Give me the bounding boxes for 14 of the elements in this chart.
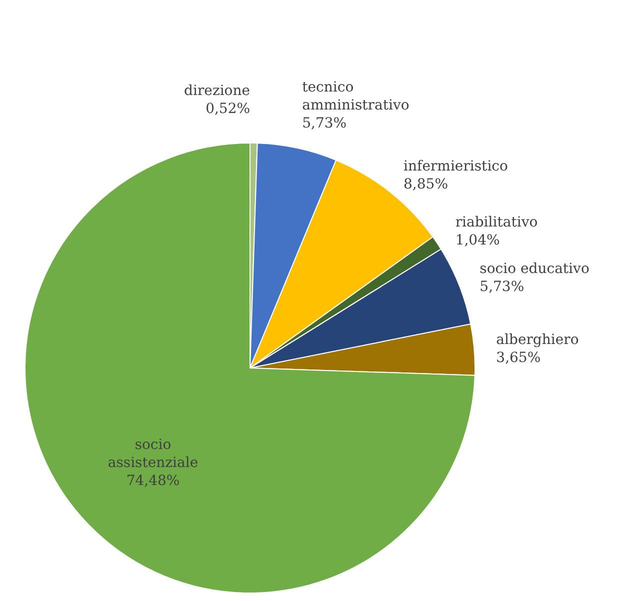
data-label: 74,48% <box>126 472 180 489</box>
data-label: 5,73% <box>480 279 524 296</box>
slice-label: riabilitativo <box>455 214 538 231</box>
slice-label: tecnico amministrativo <box>302 80 410 114</box>
slice-label: direzione <box>184 83 250 100</box>
slice-label: socio assistenziale <box>108 436 198 471</box>
data-label: 5,73% <box>302 116 347 132</box>
data-label: 3,65% <box>496 350 541 366</box>
slice-label: alberghiero <box>496 332 579 348</box>
slice-label: socio educativo <box>480 261 590 278</box>
slice-label: infermieristico <box>404 158 508 175</box>
data-label: 0,52% <box>206 101 250 118</box>
data-label: 8,85% <box>404 176 448 193</box>
data-label: 1,04% <box>455 232 500 249</box>
